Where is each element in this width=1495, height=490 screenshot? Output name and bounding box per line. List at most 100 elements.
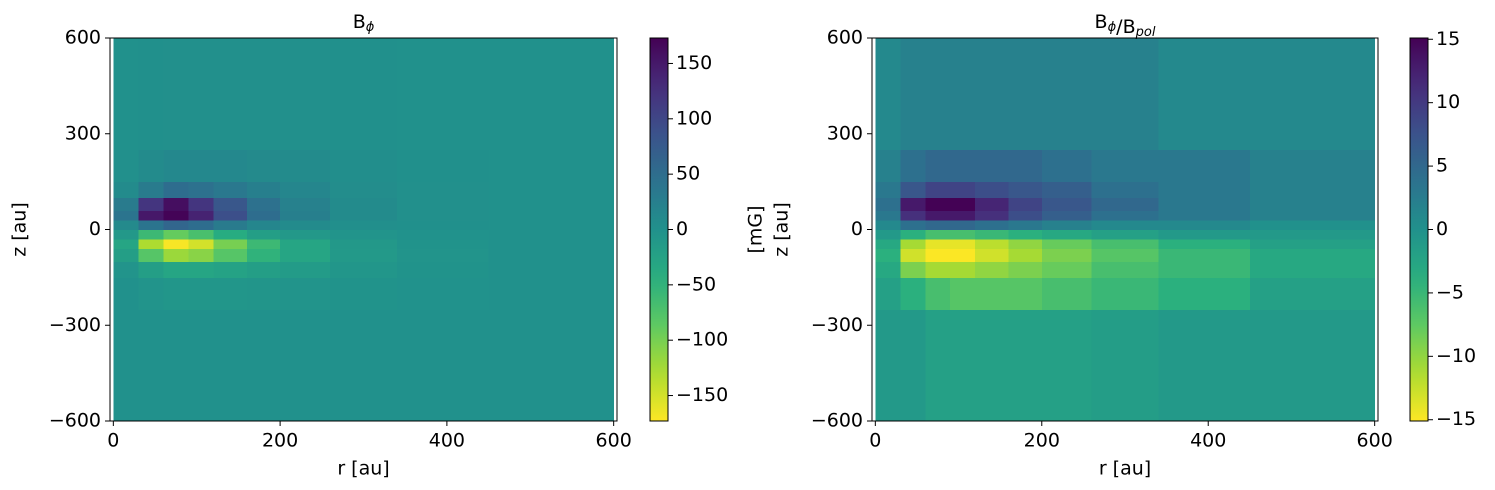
- heat-cell: [875, 149, 901, 183]
- colorbar-tick-label: 50: [676, 163, 700, 185]
- heat-cell: [975, 309, 1009, 422]
- heat-cell: [138, 309, 164, 422]
- heat-cell: [1158, 229, 1251, 240]
- title-subscript: ϕ: [366, 20, 375, 35]
- heat-cell: [246, 248, 281, 262]
- heat-cell: [925, 248, 951, 262]
- title-text: /B: [1116, 16, 1135, 38]
- y-tick-label: 300: [827, 122, 863, 144]
- heat-cell: [213, 248, 248, 262]
- colorbar-tick-label: 100: [676, 107, 712, 129]
- heat-cell: [925, 219, 951, 230]
- heat-cell: [1008, 229, 1043, 240]
- heat-cell: [1249, 210, 1376, 221]
- colorbar-tick-label: 0: [1436, 218, 1448, 240]
- heat-cell: [925, 229, 951, 240]
- heat-cell: [280, 197, 331, 211]
- heat-cell: [396, 239, 490, 250]
- heat-cell: [875, 38, 901, 151]
- heat-cell: [138, 38, 164, 151]
- colorbar-tick-label: −15: [1436, 408, 1476, 430]
- heat-cell: [280, 277, 331, 310]
- heat-cell: [330, 219, 398, 230]
- heat-cell: [1158, 239, 1251, 250]
- heat-cell: [1041, 277, 1093, 310]
- heat-cell: [280, 149, 331, 183]
- heat-cell: [1091, 261, 1159, 278]
- colorbar: [1409, 37, 1429, 422]
- heat-cell: [950, 309, 976, 422]
- heat-cell: [488, 239, 615, 250]
- heat-cell: [396, 309, 490, 422]
- heat-cell: [925, 261, 951, 278]
- heat-cell: [1041, 239, 1093, 250]
- title-subscript: ϕ: [1108, 20, 1117, 35]
- heat-cell: [138, 261, 164, 278]
- colorbar-tick-label: −10: [1436, 345, 1476, 367]
- colorbar-tick-label: −150: [676, 384, 728, 406]
- heat-cell: [330, 210, 398, 221]
- heat-cell: [188, 149, 214, 183]
- heat-cell: [900, 38, 926, 151]
- heat-cell: [1158, 248, 1251, 262]
- heat-cell: [488, 248, 615, 262]
- heat-cell: [330, 149, 398, 183]
- heat-cell: [113, 239, 139, 250]
- heat-cell: [113, 277, 139, 310]
- heat-cell: [950, 239, 976, 250]
- colorbar-tick-label: 0: [676, 218, 688, 240]
- heat-cell: [163, 277, 189, 310]
- heat-cell: [213, 181, 248, 199]
- heat-cell: [1008, 248, 1043, 262]
- heat-cell: [213, 197, 248, 211]
- heat-cell: [1008, 239, 1043, 250]
- heat-cell: [188, 229, 214, 240]
- heat-cell: [396, 248, 490, 262]
- colorbar: [649, 37, 669, 422]
- heat-cell: [1091, 277, 1159, 310]
- title-subscript: pol: [1135, 25, 1156, 40]
- heat-cell: [925, 149, 951, 183]
- x-tick-label: 600: [596, 430, 632, 452]
- heat-cell: [246, 219, 281, 230]
- heat-cell: [396, 219, 490, 230]
- heat-cell: [1008, 277, 1043, 310]
- colorbar-tick-label: −50: [676, 273, 716, 295]
- heat-cell: [246, 309, 281, 422]
- heat-cell: [280, 219, 331, 230]
- heat-cell: [246, 181, 281, 199]
- heat-cell: [950, 149, 976, 183]
- heat-cell: [1091, 197, 1159, 211]
- heat-cell: [280, 181, 331, 199]
- y-tick-label: −600: [49, 410, 101, 432]
- heat-cell: [900, 149, 926, 183]
- heat-cell: [488, 309, 615, 422]
- heat-cell: [950, 219, 976, 230]
- y-axis-label: z [au]: [9, 202, 31, 257]
- heat-cell: [396, 261, 490, 278]
- heat-cell: [246, 197, 281, 211]
- x-tick-label: 600: [1357, 430, 1393, 452]
- heat-cell: [1091, 229, 1159, 240]
- heat-cell: [213, 277, 248, 310]
- heat-cell: [900, 277, 926, 310]
- heat-cell: [280, 239, 331, 250]
- heat-cell: [925, 309, 951, 422]
- heat-cell: [1249, 248, 1376, 262]
- heat-cell: [975, 277, 1009, 310]
- heat-cell: [1158, 210, 1251, 221]
- heat-cell: [330, 181, 398, 199]
- chart-title: Bϕ: [353, 11, 375, 35]
- heat-cell: [1158, 309, 1251, 422]
- heat-cell: [975, 38, 1009, 151]
- heat-cell: [138, 277, 164, 310]
- heat-cell: [1041, 261, 1093, 278]
- heat-cell: [900, 197, 926, 211]
- heat-cell: [163, 261, 189, 278]
- heat-cell: [975, 261, 1009, 278]
- heat-cell: [163, 149, 189, 183]
- heat-cell: [900, 239, 926, 250]
- heat-cell: [950, 210, 976, 221]
- heat-cell: [113, 197, 139, 211]
